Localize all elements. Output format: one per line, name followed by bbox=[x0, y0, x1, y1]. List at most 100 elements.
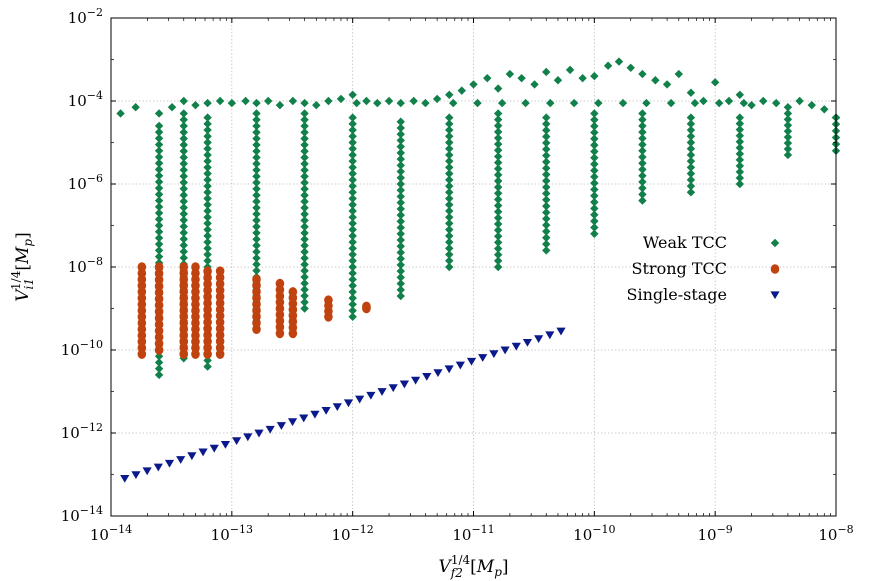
data-point bbox=[493, 164, 503, 173]
data-point bbox=[445, 156, 454, 166]
data-point bbox=[179, 172, 188, 181]
data-point bbox=[603, 61, 613, 70]
data-point bbox=[735, 125, 745, 134]
data-point bbox=[396, 260, 405, 270]
data-point bbox=[154, 109, 164, 118]
data-point bbox=[348, 312, 357, 321]
data-point bbox=[445, 90, 454, 99]
data-point bbox=[203, 362, 212, 371]
data-point bbox=[445, 231, 454, 241]
data-point bbox=[252, 128, 261, 137]
data-point bbox=[542, 214, 551, 223]
data-point bbox=[154, 364, 164, 373]
data-point bbox=[355, 395, 365, 404]
data-point bbox=[154, 146, 164, 155]
data-point bbox=[154, 127, 164, 137]
data-point bbox=[590, 216, 599, 226]
data-point bbox=[203, 206, 212, 216]
data-point bbox=[690, 98, 700, 108]
data-point bbox=[638, 140, 647, 149]
data-point bbox=[252, 228, 261, 238]
data-point bbox=[310, 410, 320, 419]
data-point bbox=[735, 155, 745, 165]
data-point bbox=[445, 144, 454, 153]
data-point bbox=[638, 190, 647, 199]
data-point bbox=[396, 161, 405, 170]
data-point bbox=[614, 57, 624, 66]
data-point bbox=[300, 121, 309, 131]
data-point bbox=[590, 178, 599, 188]
data-point bbox=[578, 73, 587, 83]
data-point bbox=[445, 113, 454, 122]
data-point bbox=[590, 191, 599, 200]
data-point bbox=[348, 200, 357, 209]
data-point bbox=[590, 229, 599, 238]
data-point bbox=[179, 178, 188, 187]
data-point bbox=[594, 98, 603, 108]
data-point bbox=[739, 98, 749, 108]
data-point bbox=[493, 170, 503, 180]
data-point bbox=[493, 213, 503, 223]
data-point bbox=[300, 178, 309, 187]
data-point bbox=[542, 208, 551, 217]
data-point bbox=[590, 197, 599, 207]
data-point bbox=[348, 156, 357, 166]
data-point bbox=[179, 209, 188, 219]
data-point bbox=[203, 119, 212, 129]
data-point bbox=[542, 151, 551, 160]
data-point bbox=[179, 197, 188, 206]
data-point bbox=[666, 98, 676, 108]
data-point bbox=[396, 136, 405, 145]
data-point bbox=[466, 357, 477, 366]
data-point bbox=[542, 113, 551, 122]
data-point bbox=[154, 140, 164, 149]
data-point bbox=[674, 69, 683, 79]
data-point bbox=[300, 197, 309, 206]
data-point bbox=[203, 194, 212, 203]
data-point bbox=[445, 150, 454, 160]
data-point bbox=[203, 200, 212, 209]
data-point bbox=[179, 247, 188, 256]
data-point bbox=[546, 98, 555, 108]
data-point bbox=[300, 298, 309, 307]
data-point bbox=[735, 143, 745, 152]
data-point bbox=[324, 312, 333, 322]
data-point bbox=[686, 113, 696, 122]
data-point bbox=[215, 96, 225, 106]
data-point bbox=[820, 105, 829, 114]
data-point bbox=[759, 96, 768, 106]
data-point bbox=[590, 159, 599, 169]
data-point bbox=[638, 146, 647, 155]
data-point bbox=[300, 159, 309, 168]
data-point bbox=[276, 422, 286, 430]
data-point bbox=[154, 246, 164, 255]
data-point bbox=[795, 96, 804, 106]
data-point bbox=[179, 159, 188, 168]
y-tick-label: 10−2 bbox=[68, 6, 103, 27]
data-point bbox=[445, 188, 454, 197]
data-point bbox=[590, 115, 599, 124]
data-point bbox=[445, 225, 454, 234]
data-point bbox=[590, 185, 599, 194]
data-point bbox=[445, 138, 454, 147]
data-point bbox=[116, 109, 125, 118]
data-point bbox=[542, 176, 551, 186]
data-point bbox=[179, 109, 188, 118]
data-point bbox=[179, 228, 188, 237]
data-point bbox=[783, 132, 793, 142]
data-point bbox=[493, 139, 503, 149]
data-point bbox=[493, 158, 503, 167]
data-point bbox=[396, 266, 405, 276]
data-point bbox=[783, 150, 793, 160]
data-point bbox=[783, 109, 793, 118]
data-point bbox=[252, 241, 261, 250]
data-point bbox=[500, 346, 510, 355]
data-point bbox=[265, 425, 275, 434]
data-point bbox=[300, 165, 309, 175]
data-point bbox=[735, 167, 745, 177]
data-point bbox=[445, 181, 454, 191]
data-point bbox=[396, 248, 405, 257]
data-point bbox=[638, 196, 647, 205]
data-point bbox=[686, 132, 696, 141]
axis-ticks: 10−14 10−13 10−12 10−11 10−10 10−9 10−8 10−14 10… bbox=[61, 6, 854, 544]
